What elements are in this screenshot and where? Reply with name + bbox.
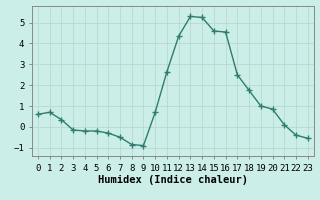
X-axis label: Humidex (Indice chaleur): Humidex (Indice chaleur) — [98, 175, 248, 185]
